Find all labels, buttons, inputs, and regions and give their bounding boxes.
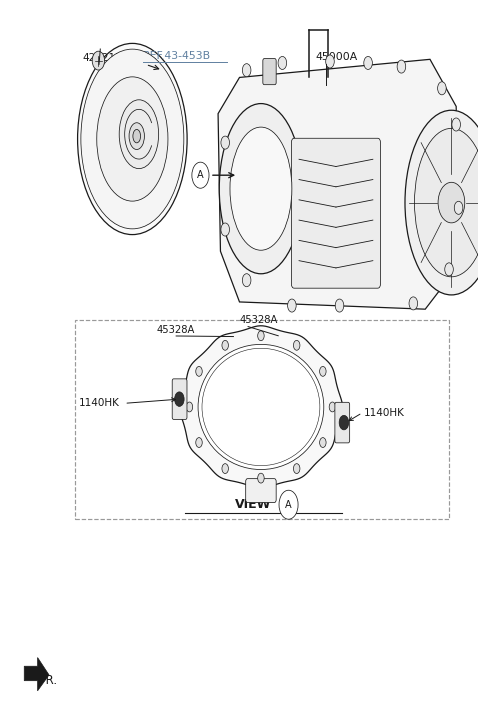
Circle shape	[278, 57, 286, 70]
Circle shape	[319, 366, 326, 377]
Text: 1140HK: 1140HK	[363, 408, 404, 418]
Circle shape	[242, 273, 251, 286]
Circle shape	[222, 340, 228, 350]
Polygon shape	[218, 60, 458, 309]
FancyBboxPatch shape	[335, 402, 350, 443]
Text: FR.: FR.	[39, 674, 57, 687]
Circle shape	[221, 136, 229, 149]
Circle shape	[222, 464, 228, 473]
Ellipse shape	[78, 44, 187, 235]
Circle shape	[279, 490, 298, 519]
FancyBboxPatch shape	[172, 379, 187, 419]
Circle shape	[196, 366, 202, 377]
Circle shape	[186, 402, 193, 412]
Text: A: A	[285, 499, 292, 510]
FancyBboxPatch shape	[263, 59, 276, 84]
Text: A: A	[197, 170, 204, 180]
Polygon shape	[24, 657, 49, 691]
Circle shape	[438, 182, 465, 223]
Text: 42121B: 42121B	[82, 53, 123, 63]
Ellipse shape	[81, 49, 184, 229]
Circle shape	[409, 297, 418, 310]
Ellipse shape	[219, 103, 303, 274]
Ellipse shape	[133, 129, 140, 142]
Circle shape	[92, 51, 104, 70]
Circle shape	[364, 57, 372, 70]
Circle shape	[454, 201, 463, 214]
Circle shape	[196, 438, 202, 447]
Text: 45000A: 45000A	[316, 52, 358, 63]
FancyBboxPatch shape	[246, 478, 276, 502]
Bar	[75, 320, 449, 519]
Ellipse shape	[198, 345, 324, 470]
Text: REF.43-453B: REF.43-453B	[143, 51, 211, 61]
Text: 1140HK: 1140HK	[79, 398, 120, 409]
Circle shape	[294, 464, 300, 473]
Circle shape	[174, 392, 184, 406]
Ellipse shape	[405, 111, 479, 295]
Polygon shape	[180, 326, 342, 488]
Circle shape	[438, 81, 446, 95]
Text: 45328A: 45328A	[240, 315, 278, 325]
Circle shape	[339, 415, 349, 430]
Circle shape	[452, 118, 460, 131]
Circle shape	[294, 340, 300, 350]
Circle shape	[258, 473, 264, 483]
Circle shape	[192, 162, 209, 188]
Ellipse shape	[129, 123, 144, 150]
Circle shape	[335, 299, 344, 312]
Ellipse shape	[97, 77, 168, 201]
Text: VIEW: VIEW	[235, 498, 272, 511]
FancyBboxPatch shape	[291, 138, 380, 288]
Ellipse shape	[230, 127, 292, 250]
Circle shape	[258, 331, 264, 341]
Circle shape	[397, 60, 406, 73]
Ellipse shape	[414, 129, 479, 277]
Circle shape	[326, 55, 334, 68]
Circle shape	[329, 402, 336, 412]
Text: 45328A: 45328A	[157, 324, 195, 334]
Circle shape	[242, 64, 251, 77]
Circle shape	[287, 299, 296, 312]
Ellipse shape	[119, 100, 159, 169]
Circle shape	[319, 438, 326, 447]
Circle shape	[221, 223, 229, 236]
Circle shape	[445, 263, 453, 276]
